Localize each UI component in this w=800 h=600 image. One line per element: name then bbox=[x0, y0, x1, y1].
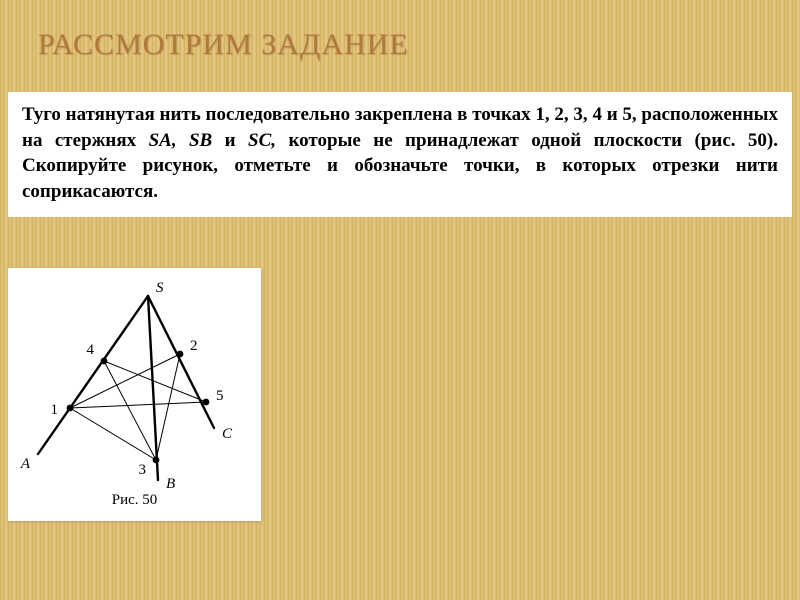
svg-text:1: 1 bbox=[51, 402, 59, 418]
slide: РАССМОТРИМ ЗАДАНИЕ Туго натянутая нить п… bbox=[0, 0, 800, 600]
problem-text: Туго натянутая нить последовательно закр… bbox=[8, 92, 792, 217]
svg-text:4: 4 bbox=[87, 342, 95, 358]
svg-text:C: C bbox=[222, 426, 233, 442]
svg-text:2: 2 bbox=[190, 338, 198, 354]
figure-box: S A B C 1 4 2 5 3 Рис. 50 bbox=[8, 268, 261, 521]
svg-text:B: B bbox=[166, 476, 175, 491]
geometry-diagram: S A B C 1 4 2 5 3 bbox=[8, 268, 261, 491]
slide-title: РАССМОТРИМ ЗАДАНИЕ bbox=[38, 28, 409, 62]
figure-caption: Рис. 50 bbox=[8, 492, 261, 509]
svg-text:3: 3 bbox=[139, 462, 147, 478]
svg-text:A: A bbox=[20, 456, 31, 472]
svg-text:5: 5 bbox=[216, 388, 224, 404]
svg-text:S: S bbox=[156, 280, 164, 296]
